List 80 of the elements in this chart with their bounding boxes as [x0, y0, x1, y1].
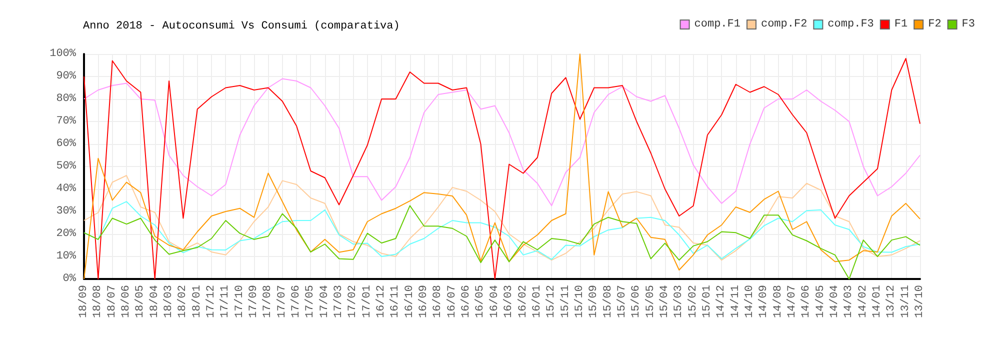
x-tick-label: 14/10	[744, 285, 756, 318]
x-tick-label: 15/10	[574, 285, 586, 318]
chart-title: Anno 2018 - Autoconsumi Vs Consumi (comparativa)	[83, 20, 400, 32]
x-tick-label: 14/02	[857, 285, 870, 318]
y-tick-label: 50%	[56, 160, 76, 172]
x-tick-label: 15/04	[658, 284, 671, 318]
y-tick-label: 40%	[56, 183, 76, 195]
x-tick-label: 15/08	[602, 285, 614, 318]
line-series	[84, 175, 920, 261]
x-tick-label: 15/12	[546, 285, 558, 318]
x-tick-label: 16/11	[390, 284, 402, 318]
legend-label: comp.F3	[828, 18, 874, 30]
x-tick-label: 14/07	[786, 285, 798, 318]
x-tick-label: 16/10	[404, 285, 416, 318]
x-tick-label: 16/06	[460, 285, 473, 318]
x-tick-label: 18/09	[78, 285, 90, 318]
legend-label: comp.F2	[760, 18, 808, 30]
x-tick-label: 17/04	[318, 284, 331, 318]
x-tick-label: 15/03	[673, 285, 686, 318]
x-tick-label: 14/08	[772, 285, 784, 318]
x-tick-label: 16/04	[488, 284, 501, 318]
x-tick-label: 17/07	[276, 285, 288, 318]
x-tick-label: 17/05	[304, 285, 317, 318]
x-tick-label: 17/10	[234, 285, 246, 318]
x-tick-label: 17/02	[347, 285, 360, 318]
y-tick-label: 10%	[56, 250, 76, 262]
x-tick-label: 15/07	[616, 285, 628, 318]
x-tick-label: 15/09	[588, 285, 600, 318]
y-tick-label: 90%	[56, 70, 76, 82]
x-tick-label: 15/05	[644, 285, 657, 318]
legend-label: F3	[962, 18, 975, 30]
x-tick-label: 17/03	[333, 285, 346, 318]
x-tick-label: 17/08	[262, 285, 274, 318]
y-tick-label: 20%	[56, 228, 76, 240]
x-tick-label: 16/07	[446, 285, 458, 318]
x-tick-label: 17/11	[220, 284, 232, 318]
x-tick-label: 18/02	[177, 285, 190, 318]
x-tick-label: 17/01	[361, 284, 374, 318]
x-tick-label: 15/01	[701, 284, 714, 318]
x-tick-label: 14/12	[716, 285, 728, 318]
x-tick-label: 18/05	[134, 285, 147, 318]
x-tick-label: 17/09	[248, 285, 260, 318]
x-tick-label: 13/11	[900, 284, 912, 318]
x-tick-label: 18/08	[92, 285, 104, 318]
y-tick-label: 30%	[56, 206, 76, 218]
x-tick-label: 17/12	[206, 285, 218, 318]
x-tick-label: 15/06	[630, 285, 643, 318]
x-tick-label: 14/06	[800, 285, 813, 318]
x-tick-label: 16/12	[376, 285, 388, 318]
x-tick-label: 18/01	[191, 284, 204, 318]
y-tick-label: 60%	[56, 138, 76, 150]
line-series	[84, 78, 920, 206]
x-tick-label: 15/02	[687, 285, 700, 318]
x-tick-label: 13/12	[886, 285, 898, 318]
x-tick-label: 13/10	[914, 285, 926, 318]
y-tick-label: 80%	[56, 93, 76, 105]
x-tick-label: 16/05	[474, 285, 487, 318]
x-tick-label: 17/06	[290, 285, 303, 318]
x-tick-label: 15/11	[560, 284, 572, 318]
x-tick-label: 18/03	[163, 285, 176, 318]
x-tick-label: 14/01	[871, 284, 884, 318]
x-tick-label: 16/08	[432, 285, 444, 318]
x-tick-label: 14/05	[814, 285, 827, 318]
y-tick-label: 0%	[62, 273, 76, 285]
x-tick-label: 16/03	[503, 285, 516, 318]
y-tick-label: 100%	[50, 48, 76, 60]
x-tick-label: 14/04	[828, 284, 841, 318]
x-tick-label: 14/09	[758, 285, 770, 318]
legend-label: F2	[928, 18, 942, 30]
y-tick-label: 70%	[56, 116, 76, 128]
x-tick-label: 18/04	[148, 284, 161, 318]
x-tick-label: 16/01	[531, 284, 544, 318]
x-tick-label: 14/03	[843, 285, 856, 318]
x-tick-label: 18/07	[106, 285, 118, 318]
x-tick-label: 16/02	[517, 285, 530, 318]
legend-label: comp.F1	[694, 18, 741, 30]
x-tick-label: 14/11	[730, 284, 742, 318]
x-tick-label: 16/09	[418, 285, 430, 318]
x-tick-label: 18/06	[120, 285, 133, 318]
legend-label: F1	[894, 18, 908, 30]
